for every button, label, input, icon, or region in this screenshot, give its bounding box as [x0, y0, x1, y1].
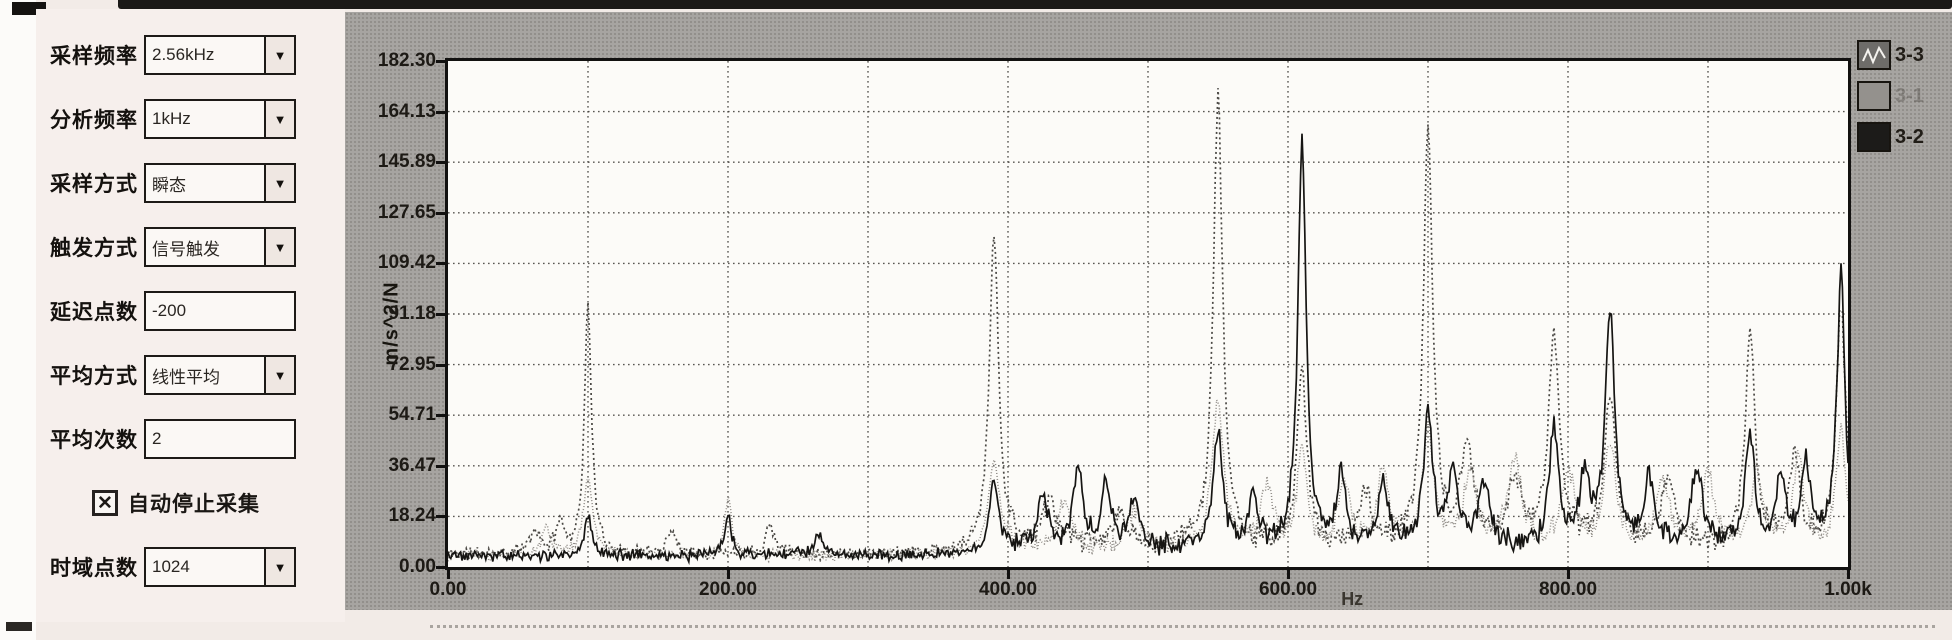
legend-item[interactable]: 3-3: [1857, 40, 1952, 70]
scan-top-edge: [118, 0, 1952, 9]
delay-points-input[interactable]: -200: [144, 291, 296, 331]
x-tick-mark: [447, 570, 450, 579]
time-domain-points-row: 时域点数 1024 ▼: [50, 547, 345, 587]
y-tick-label: 127.65: [377, 201, 436, 223]
x-tick-label: 1.00k: [1824, 579, 1872, 600]
x-tick-mark: [1007, 570, 1010, 579]
frf-spectrum-chart: [448, 61, 1848, 567]
scan-bottom-mark: [6, 622, 32, 631]
x-tick-label: 800.00: [1538, 579, 1598, 600]
y-tick-label: 36.47: [388, 454, 436, 476]
y-tick-mark: [436, 262, 445, 266]
x-tick-label: 600.00: [1258, 579, 1318, 600]
y-tick-label: 182.30: [377, 50, 436, 71]
delay-points-row: 延迟点数 -200: [50, 291, 345, 331]
analysis-frequency-combobox[interactable]: 1kHz ▼: [144, 99, 296, 139]
averaging-mode-label: 平均方式: [50, 365, 138, 388]
time-domain-points-label: 时域点数: [50, 557, 138, 580]
y-tick-label: 91.18: [388, 303, 436, 324]
dropdown-arrow-icon[interactable]: ▼: [264, 229, 294, 265]
x-tick-label: 200.00: [698, 579, 758, 600]
x-tick-label: 400.00: [978, 579, 1038, 600]
legend-line-sample-icon: [1862, 45, 1886, 65]
delay-points-value: -200: [152, 301, 187, 320]
legend-swatch: [1857, 40, 1891, 70]
average-count-row: 平均次数 2: [50, 419, 345, 459]
legend-label: 3-1: [1895, 84, 1924, 107]
legend-label: 3-3: [1895, 43, 1924, 66]
sampling-frequency-combobox[interactable]: 2.56kHz ▼: [144, 35, 296, 75]
legend-swatch: [1857, 81, 1891, 111]
series-3-1: [448, 396, 1848, 564]
auto-stop-checkbox[interactable]: ✕: [92, 490, 118, 516]
time-domain-points-value: 1024: [152, 557, 190, 576]
y-tick-mark: [436, 60, 445, 63]
trigger-mode-value: 信号触发: [152, 239, 220, 259]
dropdown-arrow-icon[interactable]: ▼: [264, 101, 294, 137]
legend-label: 3-2: [1895, 125, 1924, 148]
x-tick-mark: [1567, 570, 1570, 579]
analysis-frequency-label: 分析频率: [50, 109, 138, 132]
x-tick-label: 0.00: [429, 579, 467, 600]
spectrum-chart-panel: m/s^2/N 0.00 18.24 36.47 54.71 72.95 91.18 109…: [345, 12, 1952, 610]
sampling-mode-value: 瞬态: [152, 175, 186, 195]
auto-stop-label: 自动停止采集: [128, 493, 260, 516]
average-count-input[interactable]: 2: [144, 419, 296, 459]
y-tick-label: 145.89: [377, 151, 436, 173]
sampling-frequency-label: 采样频率: [50, 45, 138, 68]
y-tick-mark: [436, 363, 445, 367]
trigger-mode-row: 触发方式 信号触发 ▼: [50, 227, 345, 267]
legend-item[interactable]: 3-2: [1857, 122, 1952, 152]
y-tick-mark: [436, 515, 445, 519]
series-3-2: [448, 133, 1848, 566]
y-tick-mark: [436, 211, 445, 215]
trigger-mode-label: 触发方式: [50, 237, 138, 260]
average-count-value: 2: [152, 429, 162, 448]
x-tick-mark: [727, 570, 730, 579]
sampling-frequency-row: 采样频率 2.56kHz ▼: [50, 35, 345, 75]
series-3-3: [448, 88, 1848, 564]
x-axis-unit-label: Hz: [1341, 589, 1364, 609]
x-tick-mark: [1287, 570, 1290, 579]
y-tick-mark: [436, 566, 445, 569]
sampling-mode-combobox[interactable]: 瞬态 ▼: [144, 163, 296, 203]
y-tick-label: 109.42: [377, 252, 436, 274]
sampling-mode-row: 采样方式 瞬态 ▼: [50, 163, 345, 203]
legend-item[interactable]: 3-1: [1857, 81, 1952, 111]
y-tick-mark: [436, 464, 445, 468]
time-domain-points-combobox[interactable]: 1024 ▼: [144, 547, 296, 587]
plot-area[interactable]: [445, 58, 1851, 570]
page-left-margin: [0, 0, 36, 640]
trigger-mode-combobox[interactable]: 信号触发 ▼: [144, 227, 296, 267]
analysis-frequency-row: 分析频率 1kHz ▼: [50, 99, 345, 139]
dropdown-arrow-icon[interactable]: ▼: [264, 357, 294, 393]
checkmark-icon: ✕: [97, 492, 113, 514]
average-count-label: 平均次数: [50, 429, 138, 452]
dropdown-arrow-icon[interactable]: ▼: [264, 549, 294, 585]
auto-stop-row: ✕ 自动停止采集: [50, 483, 345, 523]
scan-artifact-dotted-line: [430, 625, 1935, 628]
y-tick-mark: [436, 161, 445, 165]
y-tick-label: 18.24: [388, 505, 436, 527]
sampling-frequency-value: 2.56kHz: [152, 45, 215, 64]
averaging-mode-combobox[interactable]: 线性平均 ▼: [144, 355, 296, 395]
delay-points-label: 延迟点数: [50, 301, 138, 324]
averaging-mode-value: 线性平均: [152, 367, 220, 387]
y-tick-label: 72.95: [388, 353, 436, 375]
analysis-frequency-value: 1kHz: [152, 109, 191, 128]
x-tick-mark: [1847, 570, 1850, 579]
legend-swatch: [1857, 122, 1891, 152]
acquisition-settings-panel: 采样频率 2.56kHz ▼ 分析频率 1kHz ▼ 采样方式 瞬态 ▼ 触发方…: [36, 9, 345, 622]
y-tick-label: 0.00: [399, 556, 436, 577]
y-tick-label: 54.71: [388, 404, 436, 426]
chart-legend: 3-3 3-1 3-2: [1857, 40, 1952, 163]
y-tick-mark: [436, 110, 445, 114]
dropdown-arrow-icon[interactable]: ▼: [264, 37, 294, 73]
y-tick-mark: [436, 313, 445, 316]
y-tick-mark: [436, 414, 445, 418]
averaging-mode-row: 平均方式 线性平均 ▼: [50, 355, 345, 395]
dropdown-arrow-icon[interactable]: ▼: [264, 165, 294, 201]
sampling-mode-label: 采样方式: [50, 173, 138, 196]
y-tick-label: 164.13: [377, 100, 436, 122]
